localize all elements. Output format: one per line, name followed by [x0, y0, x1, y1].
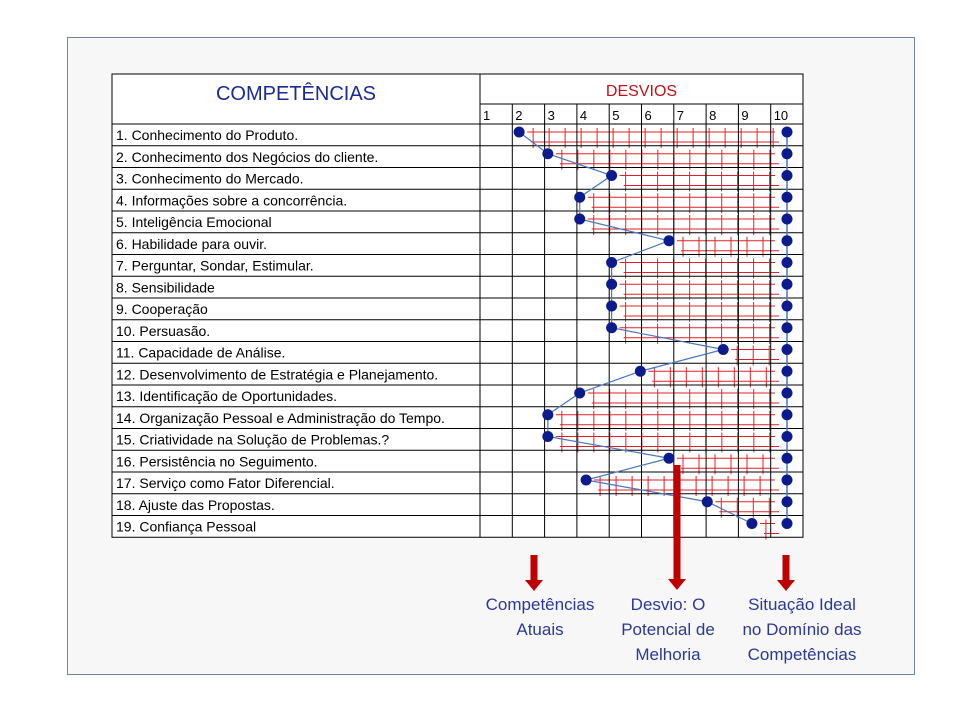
ideal-point	[781, 148, 793, 160]
arrow-shaft	[530, 555, 538, 581]
ideal-point	[781, 452, 793, 464]
ideal-point	[781, 191, 793, 203]
competency-label: 15. Criatividade na Solução de Problemas…	[116, 432, 389, 448]
competency-label: 8. Sensibilidade	[116, 279, 215, 295]
current-point	[542, 148, 554, 160]
arrow-shaft	[782, 555, 790, 581]
arrow-head	[525, 580, 543, 591]
x-tick-label: 3	[548, 108, 555, 123]
x-tick-label: 1	[483, 108, 490, 123]
ideal-point	[781, 170, 793, 181]
x-tick-label: 8	[709, 108, 716, 123]
competency-label: 4. Informações sobre a concorrência.	[116, 192, 347, 208]
ideal-point	[781, 278, 793, 290]
x-tick-label: 5	[612, 108, 619, 123]
ideal-point	[781, 474, 793, 486]
ideal-point	[781, 496, 793, 508]
current-point	[513, 126, 525, 138]
ideal-point	[781, 213, 793, 225]
ideal-point	[781, 518, 793, 529]
x-tick-label: 2	[515, 108, 522, 123]
x-tick-label: 10	[774, 108, 788, 123]
competency-label: 10. Persuasão.	[116, 323, 210, 339]
competency-label: 12. Desenvolvimento de Estratégia e Plan…	[116, 366, 438, 382]
arrow-deviation	[668, 465, 686, 590]
ideal-point	[781, 387, 793, 399]
ideal-point	[781, 409, 793, 421]
competency-label: 13. Identificação de Oportunidades.	[116, 388, 337, 404]
competency-label: 6. Habilidade para ouvir.	[116, 236, 267, 252]
competency-label: 14. Organização Pessoal e Administração …	[116, 410, 445, 426]
deviations-header: DESVIOS	[606, 83, 677, 100]
competency-label: 18. Ajuste das Propostas.	[116, 497, 275, 513]
x-tick-label: 4	[580, 108, 587, 123]
competency-label: 5. Inteligência Emocional	[116, 214, 272, 230]
current-point	[580, 474, 592, 486]
current-point	[574, 387, 586, 399]
current-point	[542, 409, 554, 421]
competency-label: 1. Conhecimento do Produto.	[116, 127, 298, 143]
arrow-head	[668, 579, 686, 590]
competency-label: 2. Conhecimento dos Negócios do cliente.	[116, 149, 378, 165]
x-tick-label: 7	[677, 108, 684, 123]
x-tick-label: 9	[741, 108, 748, 123]
current-point	[663, 235, 675, 247]
arrow-shaft	[673, 465, 681, 580]
current-point	[542, 431, 554, 442]
competency-label: 17. Serviço como Fator Diferencial.	[116, 475, 335, 491]
current-point	[606, 257, 618, 268]
arrow-head	[777, 580, 795, 591]
current-point	[606, 322, 618, 334]
competency-label: 16. Persistência no Seguimento.	[116, 453, 318, 469]
current-point	[606, 300, 618, 312]
ideal-point	[781, 257, 793, 268]
competency-label: 9. Cooperação	[116, 301, 208, 317]
annotation-current-competencies: Competências Atuais	[485, 595, 595, 639]
x-tick-label: 6	[645, 108, 652, 123]
annotation-deviation-potential: Desvio: O Potencial de Melhoria	[621, 595, 715, 664]
table-border	[111, 73, 804, 538]
competency-label: 11. Capacidade de Análise.	[116, 345, 285, 361]
ideal-point	[781, 365, 793, 377]
ideal-point	[781, 235, 793, 247]
arrow-ideal	[777, 555, 795, 591]
arrow-current	[525, 555, 543, 591]
current-point	[574, 191, 586, 203]
ideal-point	[781, 344, 793, 355]
annotation-ideal-situation: Situação Ideal no Domínio das Competênci…	[742, 595, 862, 664]
ideal-point	[781, 300, 793, 312]
competency-label: 19. Confiança Pessoal	[116, 519, 256, 535]
current-point	[634, 365, 646, 377]
current-point	[606, 278, 618, 290]
current-point	[606, 170, 618, 181]
competency-label: 3. Conhecimento do Mercado.	[116, 171, 304, 187]
ideal-point	[781, 126, 793, 138]
ideal-point	[781, 322, 793, 334]
current-point	[574, 213, 586, 225]
current-point	[663, 452, 675, 464]
current-point	[701, 496, 713, 508]
ideal-point	[781, 431, 793, 442]
current-point	[746, 518, 758, 529]
current-point	[717, 344, 729, 355]
competencies-header: COMPETÊNCIAS	[216, 82, 376, 105]
table-grid	[111, 73, 804, 538]
competency-label: 7. Perguntar, Sondar, Estimular.	[116, 258, 314, 274]
